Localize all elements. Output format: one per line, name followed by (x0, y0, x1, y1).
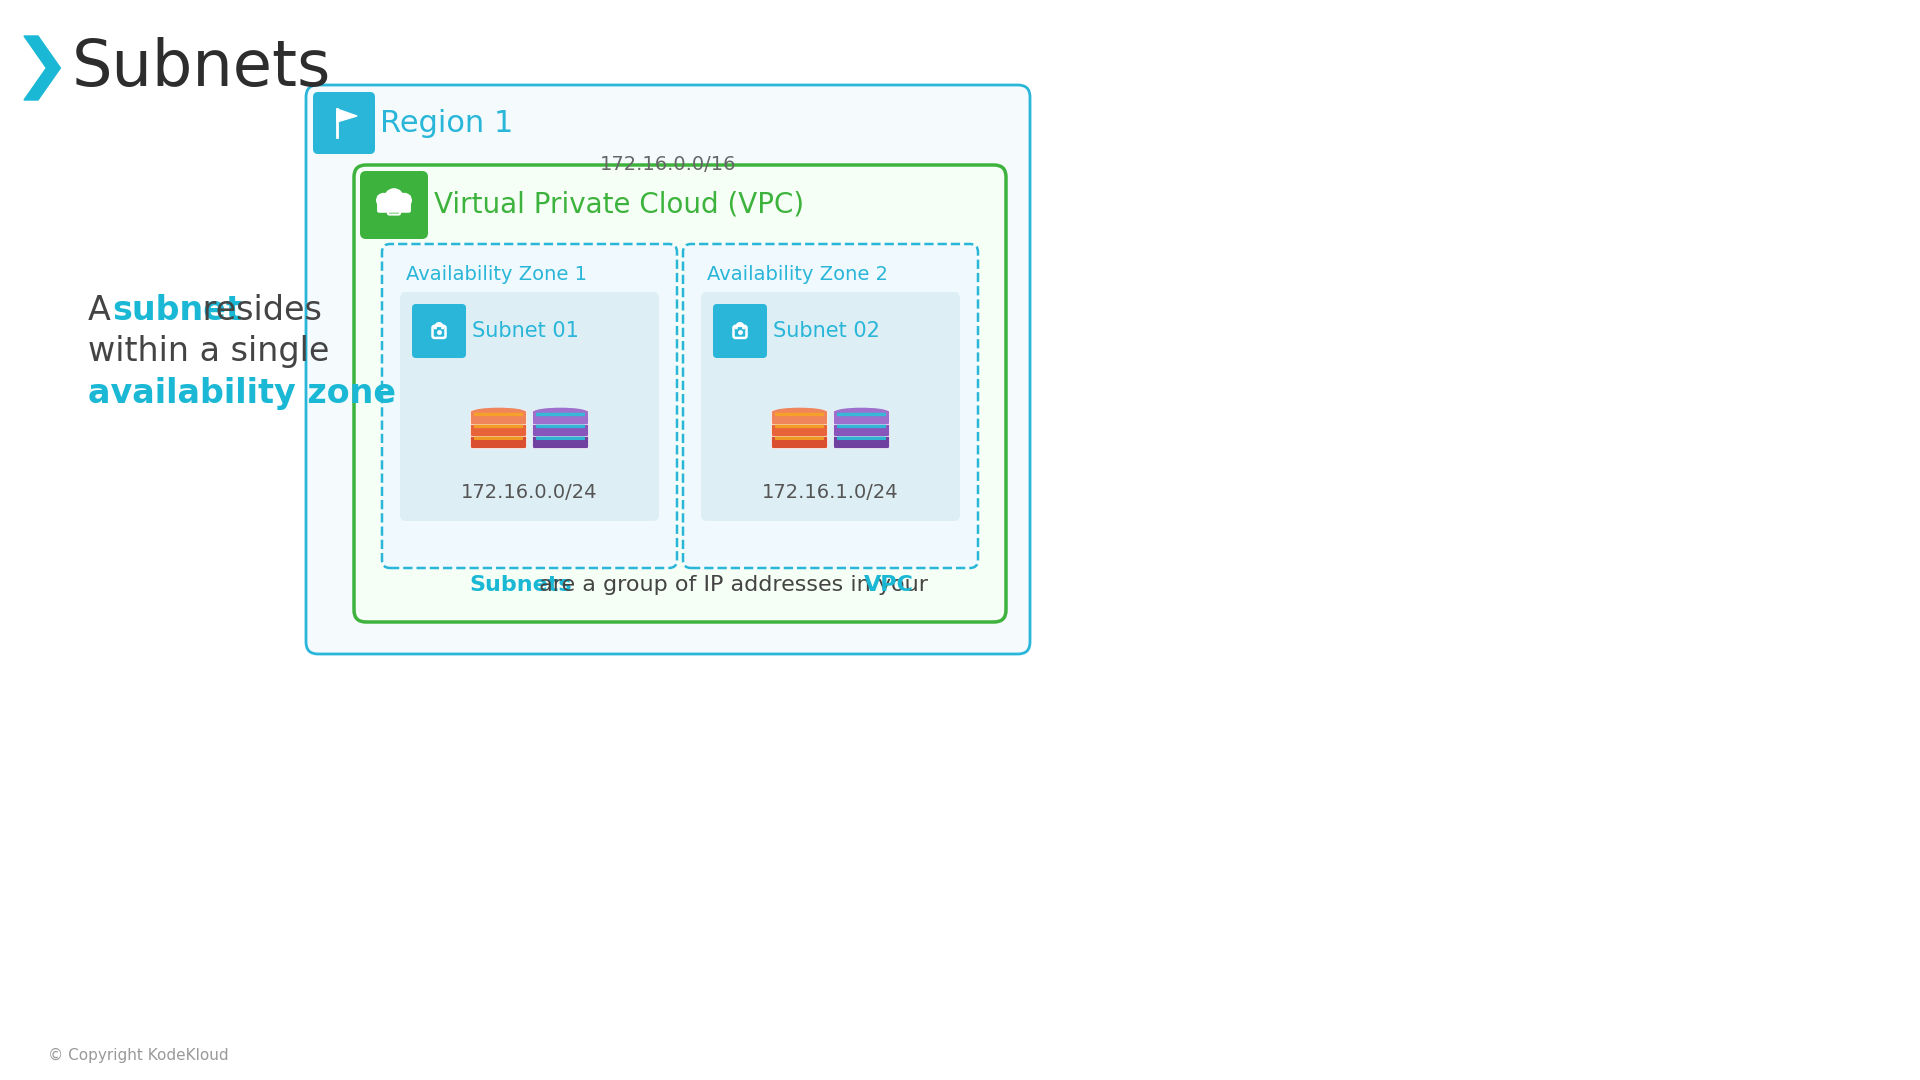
FancyBboxPatch shape (701, 292, 960, 521)
Text: Region 1: Region 1 (380, 108, 513, 137)
Ellipse shape (472, 408, 524, 416)
FancyBboxPatch shape (536, 436, 586, 440)
FancyBboxPatch shape (772, 422, 828, 436)
FancyBboxPatch shape (837, 436, 885, 440)
FancyBboxPatch shape (382, 244, 678, 568)
FancyBboxPatch shape (474, 413, 522, 416)
Text: are a group of IP addresses in your: are a group of IP addresses in your (532, 575, 935, 595)
Text: Availability Zone 2: Availability Zone 2 (707, 265, 887, 283)
FancyBboxPatch shape (470, 410, 526, 424)
FancyBboxPatch shape (376, 195, 411, 213)
Text: © Copyright KodeKloud: © Copyright KodeKloud (48, 1048, 228, 1063)
FancyBboxPatch shape (776, 436, 824, 440)
FancyBboxPatch shape (776, 413, 824, 416)
FancyBboxPatch shape (532, 422, 589, 436)
FancyBboxPatch shape (712, 303, 766, 357)
FancyBboxPatch shape (837, 424, 885, 428)
Text: within a single: within a single (88, 336, 330, 368)
FancyBboxPatch shape (776, 424, 824, 428)
Text: Subnet 01: Subnet 01 (472, 321, 578, 341)
Text: availability zone: availability zone (88, 378, 396, 410)
Text: resides: resides (192, 294, 323, 326)
Text: Subnet 02: Subnet 02 (774, 321, 879, 341)
Text: subnet: subnet (111, 294, 242, 326)
FancyBboxPatch shape (353, 165, 1006, 622)
Text: Subnets: Subnets (468, 575, 572, 595)
FancyBboxPatch shape (772, 434, 828, 448)
FancyBboxPatch shape (532, 410, 589, 424)
FancyBboxPatch shape (474, 424, 522, 428)
Polygon shape (338, 109, 357, 122)
FancyBboxPatch shape (532, 434, 589, 448)
FancyBboxPatch shape (536, 424, 586, 428)
FancyBboxPatch shape (399, 292, 659, 521)
Circle shape (376, 193, 390, 207)
Text: Virtual Private Cloud (VPC): Virtual Private Cloud (VPC) (434, 191, 804, 219)
Ellipse shape (774, 408, 826, 416)
Text: A: A (88, 294, 121, 326)
Text: VPC: VPC (864, 575, 914, 595)
FancyBboxPatch shape (833, 422, 889, 436)
FancyBboxPatch shape (837, 413, 885, 416)
Text: Subnets: Subnets (73, 37, 332, 99)
FancyBboxPatch shape (413, 303, 467, 357)
FancyBboxPatch shape (833, 434, 889, 448)
Text: 172.16.0.0/16: 172.16.0.0/16 (599, 156, 735, 175)
Polygon shape (23, 36, 60, 100)
FancyBboxPatch shape (474, 436, 522, 440)
FancyBboxPatch shape (772, 410, 828, 424)
FancyBboxPatch shape (470, 434, 526, 448)
FancyBboxPatch shape (684, 244, 977, 568)
FancyBboxPatch shape (361, 171, 428, 239)
Ellipse shape (835, 408, 887, 416)
FancyBboxPatch shape (305, 85, 1029, 654)
Circle shape (397, 193, 411, 207)
FancyBboxPatch shape (833, 410, 889, 424)
Text: Availability Zone 1: Availability Zone 1 (405, 265, 588, 283)
Text: 172.16.0.0/24: 172.16.0.0/24 (461, 484, 597, 502)
Circle shape (384, 189, 403, 207)
Ellipse shape (534, 408, 586, 416)
FancyBboxPatch shape (313, 92, 374, 154)
FancyBboxPatch shape (536, 413, 586, 416)
Text: 172.16.1.0/24: 172.16.1.0/24 (762, 484, 899, 502)
FancyBboxPatch shape (470, 422, 526, 436)
